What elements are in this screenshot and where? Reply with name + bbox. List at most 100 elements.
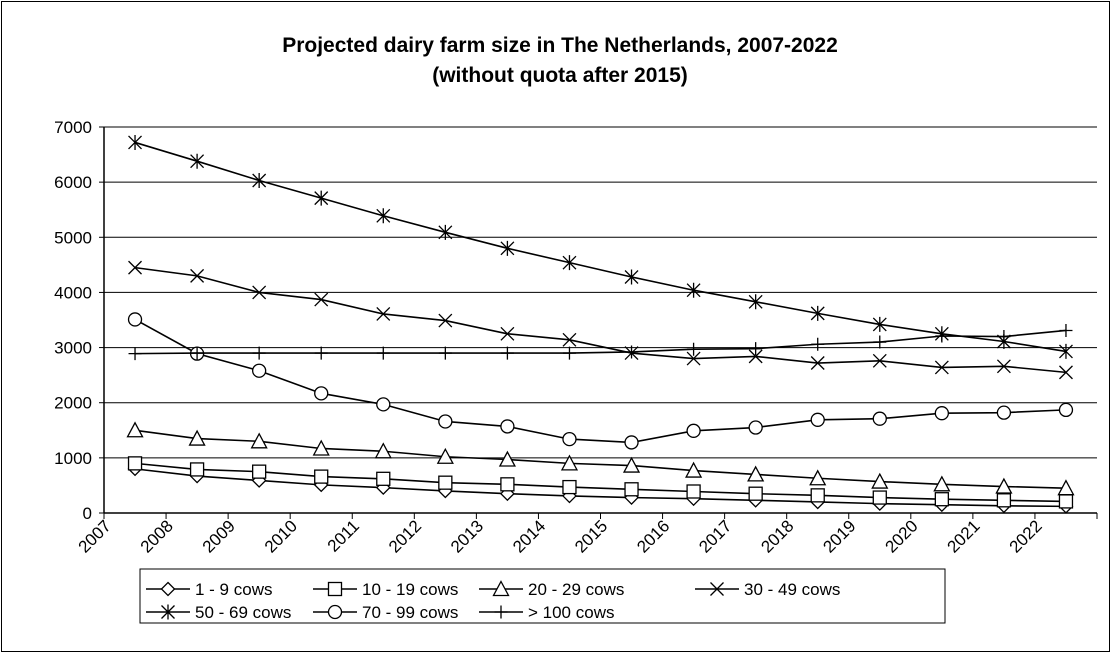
x-tick-label: 2014 (509, 516, 549, 556)
data-point-square (748, 486, 763, 501)
series-6 (128, 323, 1073, 361)
data-point-square (810, 488, 825, 503)
data-point-circle (934, 406, 949, 421)
series-group (126, 134, 1075, 514)
y-tick-label: 2000 (54, 394, 92, 413)
data-point-square (996, 493, 1012, 508)
data-point-star (438, 224, 453, 240)
legend-item: 20 - 29 cows (479, 580, 624, 599)
data-point-circle (562, 431, 577, 447)
y-tick-label: 3000 (54, 339, 92, 358)
data-point-plus (376, 346, 390, 360)
x-axis-ticks: 2007 2008 2009 2010 2011 2012 2013 2014 2015 2016… (75, 513, 1098, 557)
x-tick-label: 2022 (1006, 516, 1046, 556)
data-point-plus (494, 605, 508, 619)
series-1 (127, 456, 1074, 509)
series-line (134, 462, 1066, 503)
data-point-star (500, 240, 515, 256)
chart-title-line-1: Projected dairy farm size in The Netherl… (282, 34, 838, 57)
data-point-x (190, 268, 205, 283)
data-point-circle (314, 386, 329, 401)
y-tick-label: 4000 (54, 283, 92, 302)
data-point-square (1058, 494, 1074, 509)
legend-label: 10 - 19 cows (362, 580, 458, 599)
data-point-plus (1059, 323, 1073, 337)
data-point-circle (624, 435, 639, 450)
data-point-star (624, 269, 639, 285)
data-point-x (872, 353, 887, 368)
y-tick-label: 7000 (54, 118, 92, 137)
data-point-x (128, 260, 142, 275)
x-tick-label: 2019 (819, 516, 859, 556)
data-point-plus (997, 330, 1011, 344)
data-point-star (128, 134, 142, 150)
x-tick-label: 2018 (757, 516, 797, 556)
data-point-square (686, 484, 701, 499)
data-point-x (1059, 365, 1073, 380)
series-5 (127, 312, 1074, 450)
data-point-star (810, 305, 825, 321)
data-point-plus (562, 346, 576, 360)
legend-item: > 100 cows (479, 603, 614, 622)
legend-label: 30 - 49 cows (744, 580, 840, 599)
y-tick-label: 5000 (54, 228, 92, 247)
data-point-square (562, 479, 577, 495)
data-point-x (996, 359, 1011, 374)
legend-label: > 100 cows (528, 603, 614, 622)
data-point-plus (873, 335, 887, 349)
data-point-x (252, 285, 267, 300)
data-point-triangle (436, 447, 454, 464)
data-point-x (438, 313, 453, 328)
data-point-star (252, 172, 267, 188)
chart-title-line-2: (without quota after 2015) (432, 64, 688, 87)
x-tick-label: 2017 (695, 516, 735, 556)
data-point-circle (686, 423, 701, 438)
data-point-triangle (747, 465, 765, 482)
x-tick-label: 2013 (447, 516, 487, 556)
data-point-triangle (685, 461, 703, 478)
legend-label: 70 - 99 cows (362, 603, 458, 622)
data-point-x (376, 306, 391, 321)
data-point-plus (314, 346, 328, 360)
y-tick-label: 6000 (54, 173, 92, 192)
x-tick-label: 2015 (571, 516, 611, 556)
data-point-triangle (871, 472, 889, 489)
data-point-star (190, 153, 205, 169)
x-tick-label: 2012 (385, 516, 425, 556)
x-tick-label: 2007 (75, 516, 115, 556)
data-point-circle (376, 397, 391, 412)
data-point-circle (438, 414, 453, 429)
data-point-x (810, 356, 825, 370)
data-point-plus (438, 346, 452, 360)
data-point-star (562, 255, 577, 271)
data-point-square (624, 482, 639, 497)
data-point-triangle (126, 421, 144, 438)
data-point-triangle (995, 477, 1013, 494)
data-point-plus (128, 347, 142, 361)
data-point-plus (190, 346, 204, 360)
y-axis-ticks: 0 1000 2000 3000 4000 5000 6000 7000 (54, 118, 104, 523)
data-point-plus (687, 342, 701, 356)
data-point-circle (872, 411, 887, 426)
legend-label: 1 - 9 cows (195, 580, 272, 599)
data-point-triangle (1057, 479, 1075, 496)
series-line (134, 468, 1066, 508)
data-point-triangle (374, 442, 392, 459)
y-tick-label: 0 (83, 504, 92, 523)
data-point-x (562, 332, 577, 347)
data-point-plus (252, 346, 266, 360)
data-point-triangle (809, 469, 827, 486)
data-point-square (934, 492, 949, 507)
x-tick-label: 2021 (944, 516, 984, 556)
data-point-plus (811, 337, 825, 351)
series-3 (128, 260, 1073, 380)
series-2 (126, 421, 1075, 496)
axes (103, 127, 1097, 514)
x-tick-label: 2011 (324, 516, 363, 555)
x-tick-label: 2010 (261, 516, 301, 556)
data-point-triangle (933, 475, 951, 492)
data-point-circle (996, 405, 1012, 420)
data-point-star (161, 604, 175, 620)
data-point-plus (500, 346, 514, 360)
